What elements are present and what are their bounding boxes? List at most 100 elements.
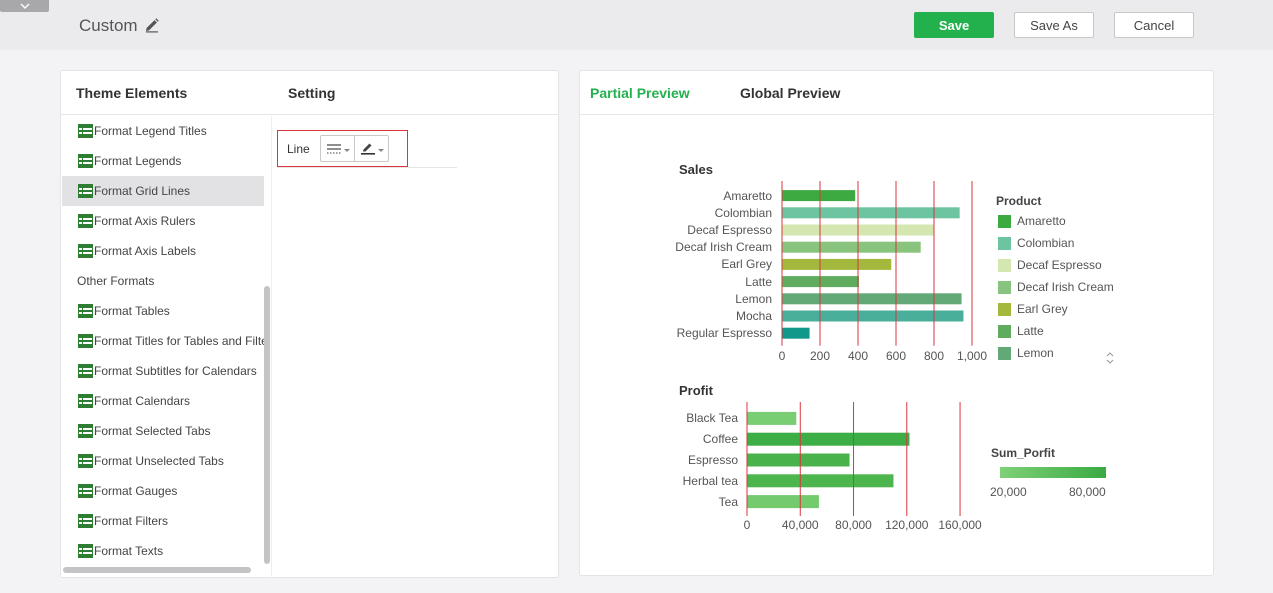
x-tick-label: 800 — [923, 349, 945, 363]
theme-list-item-label: Format Texts — [94, 544, 164, 558]
theme-list-item[interactable]: Format Texts — [62, 536, 264, 566]
page-title: Custom — [79, 16, 138, 35]
x-tick-label: 0 — [743, 518, 751, 532]
theme-list-item[interactable]: Format Axis Labels — [62, 236, 264, 266]
legend-item: Decaf Espresso — [998, 258, 1102, 272]
chart-bar[interactable] — [747, 495, 819, 509]
category-label: Regular Espresso — [676, 326, 772, 341]
table-icon — [78, 184, 93, 198]
legend-item: Earl Grey — [998, 302, 1068, 316]
pencil-icon[interactable] — [144, 17, 160, 33]
theme-list-item-label: Format Legend Titles — [94, 124, 207, 138]
pen-color-icon — [361, 143, 384, 155]
legend-swatch — [998, 324, 1011, 338]
collapse-toggle[interactable] — [0, 0, 49, 12]
legend-range-label: 80,000 — [1069, 485, 1106, 499]
theme-list-item-label: Format Subtitles for Calendars — [94, 364, 257, 378]
theme-list-item[interactable]: Format Selected Tabs — [62, 416, 264, 446]
legend-swatch — [998, 302, 1011, 316]
legend-item: Latte — [998, 324, 1044, 338]
theme-list-item[interactable]: Format Tables — [62, 296, 264, 326]
save-button[interactable]: Save — [914, 12, 994, 38]
table-icon — [78, 124, 93, 138]
table-icon — [78, 484, 93, 498]
category-label: Lemon — [735, 291, 772, 306]
table-icon — [78, 304, 93, 318]
save-as-button[interactable]: Save As — [1014, 12, 1094, 38]
theme-list-item-label: Format Legends — [94, 154, 182, 168]
legend-item: Colombian — [998, 236, 1074, 250]
category-label: Amaretto — [723, 188, 772, 203]
chart-bar[interactable] — [747, 411, 797, 425]
chevron-down-icon — [20, 3, 29, 9]
legend-label: Latte — [1017, 324, 1044, 338]
category-label: Mocha — [735, 309, 772, 323]
theme-list-item-label: Format Selected Tabs — [94, 424, 211, 438]
theme-list-item[interactable]: Format Gauges — [62, 476, 264, 506]
theme-list-item[interactable]: Format Subtitles for Calendars — [62, 356, 264, 386]
tab-partial-preview[interactable]: Partial Preview — [590, 85, 690, 101]
list-vertical-scrollbar[interactable] — [264, 286, 270, 564]
theme-list-item[interactable]: Format Filters — [62, 506, 264, 536]
theme-list-item[interactable]: Format Unselected Tabs — [62, 446, 264, 476]
legend-item: Amaretto — [998, 214, 1066, 228]
setting-heading: Setting — [288, 85, 336, 101]
table-icon — [78, 154, 93, 168]
line-style-dropdown[interactable] — [320, 135, 355, 162]
category-label: Espresso — [687, 453, 738, 467]
theme-list-item[interactable]: Format Legend Titles — [62, 116, 264, 146]
theme-list-item[interactable]: Format Titles for Tables and Filters — [62, 326, 264, 356]
table-icon — [78, 514, 93, 528]
chart-bar[interactable] — [782, 207, 960, 219]
theme-list-item-label: Format Filters — [94, 514, 169, 528]
preview-panel: Partial Preview Global Preview Sales Amar… — [579, 70, 1214, 576]
theme-settings-panel: Theme Elements Setting Format Legend Tit… — [60, 70, 559, 578]
chart-bar[interactable] — [747, 453, 850, 467]
x-tick-label: 400 — [847, 349, 869, 363]
legend-label: Amaretto — [1017, 214, 1066, 228]
chart-bar[interactable] — [782, 258, 892, 270]
chart-bar[interactable] — [747, 474, 894, 488]
list-horizontal-scrollbar[interactable] — [63, 567, 251, 573]
table-icon — [78, 454, 93, 468]
theme-list-item[interactable]: Format Legends — [62, 146, 264, 176]
theme-list-item[interactable]: Format Axis Rulers — [62, 206, 264, 236]
theme-list-item[interactable]: Other Formats — [62, 266, 264, 296]
theme-elements-heading: Theme Elements — [76, 85, 188, 101]
theme-elements-list: Format Legend Titles Format Legends Format… — [62, 116, 265, 576]
preview-tabs: Partial Preview Global Preview — [580, 71, 1213, 115]
chart-bar[interactable] — [782, 190, 856, 202]
tab-global-preview[interactable]: Global Preview — [740, 85, 841, 101]
legend-label: Decaf Espresso — [1017, 258, 1102, 272]
category-label: Latte — [745, 274, 772, 289]
chart-bar[interactable] — [782, 327, 810, 339]
chart-title: Sales — [679, 162, 713, 177]
legend-title: Sum_Porfit — [991, 446, 1056, 460]
legend-label: Earl Grey — [1017, 302, 1068, 316]
legend-swatch — [998, 258, 1011, 272]
category-label: Tea — [718, 494, 738, 509]
x-tick-label: 200 — [809, 349, 831, 363]
line-color-dropdown[interactable] — [354, 135, 389, 162]
theme-list-item-label: Format Calendars — [94, 394, 191, 408]
x-tick-label: 160,000 — [938, 518, 982, 532]
theme-list-item[interactable]: Format Calendars — [62, 386, 264, 416]
category-label: Herbal tea — [682, 473, 738, 488]
chart-bar[interactable] — [747, 432, 910, 446]
legend-scroll-icon[interactable] — [1105, 351, 1115, 365]
x-tick-label: 0 — [778, 349, 786, 363]
chart-bar[interactable] — [782, 241, 921, 253]
legend-item: Decaf Irish Cream — [998, 280, 1114, 294]
table-icon — [78, 214, 93, 228]
legend-swatch — [998, 236, 1011, 250]
category-label: Decaf Irish Cream — [675, 240, 772, 255]
chart-bar[interactable] — [782, 310, 964, 322]
line-setting-label: Line — [287, 142, 310, 156]
table-icon — [78, 364, 93, 378]
theme-list-item[interactable]: Format Grid Lines — [62, 176, 264, 206]
theme-list-item-label: Format Axis Rulers — [94, 214, 196, 228]
legend-swatch — [998, 280, 1011, 294]
cancel-button[interactable]: Cancel — [1114, 12, 1194, 38]
chart-bar[interactable] — [782, 293, 962, 305]
legend-item: Lemon — [998, 346, 1054, 360]
